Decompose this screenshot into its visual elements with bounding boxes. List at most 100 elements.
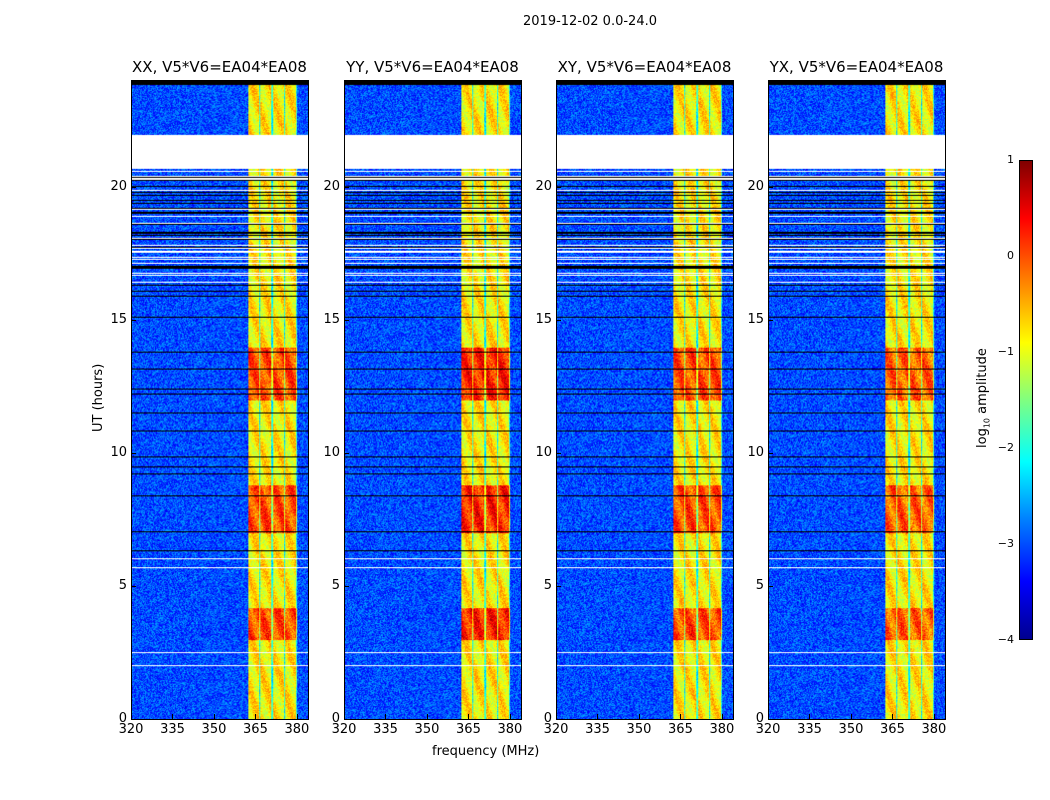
x-tick-label: 320: [543, 722, 569, 737]
colorbar-tick-label: 1: [1007, 153, 1014, 166]
y-tick-mark: [131, 585, 136, 587]
y-tick-mark: [344, 452, 349, 454]
y-tick-label: 10: [110, 444, 127, 460]
y-tick-label: 20: [110, 178, 127, 194]
x-tick-label: 350: [201, 722, 227, 737]
x-tick-mark: [426, 714, 428, 719]
x-tick-mark: [850, 714, 852, 719]
colorbar-tick-label: −4: [997, 633, 1014, 646]
x-tick-label: 365: [668, 722, 693, 737]
x-tick-mark: [344, 714, 345, 719]
colorbar-gradient: [1020, 161, 1032, 639]
y-tick-label: 15: [323, 311, 340, 327]
y-tick-label: 15: [747, 311, 764, 327]
heatmap-panel: [556, 80, 734, 720]
heatmap-panel: [768, 80, 946, 720]
y-tick-label: 0: [331, 711, 340, 726]
y-tick-label: 10: [323, 444, 340, 460]
figure-title: 2019-12-02 0.0-24.0: [523, 14, 657, 29]
y-tick-label: 5: [118, 577, 127, 593]
x-tick-label: 335: [373, 722, 398, 737]
y-tick-label: 5: [755, 577, 764, 593]
x-tick-label: 380: [284, 722, 310, 737]
x-tick-mark: [638, 714, 640, 719]
panel-title: YX, V5*V6=EA04*EA08: [769, 58, 944, 76]
panel-title: XX, V5*V6=EA04*EA08: [132, 58, 307, 76]
y-tick-mark: [556, 186, 561, 188]
y-tick-label: 0: [755, 711, 764, 726]
x-tick-mark: [509, 714, 511, 719]
y-tick-label: 20: [323, 178, 340, 194]
x-tick-label: 380: [497, 722, 523, 737]
colorbar-label: log10 amplitude: [975, 348, 992, 448]
x-tick-label: 365: [880, 722, 905, 737]
x-tick-label: 350: [838, 722, 864, 737]
y-tick-label: 0: [118, 711, 127, 726]
y-tick-mark: [556, 719, 561, 720]
x-tick-mark: [468, 714, 470, 719]
y-tick-mark: [131, 719, 136, 720]
x-tick-label: 335: [797, 722, 822, 737]
x-tick-label: 365: [456, 722, 481, 737]
x-tick-mark: [385, 714, 387, 719]
x-tick-mark: [296, 714, 298, 719]
x-tick-mark: [213, 714, 215, 719]
y-tick-label: 10: [747, 444, 764, 460]
heatmap-image: [345, 81, 521, 719]
x-tick-mark: [131, 714, 132, 719]
y-tick-mark: [768, 319, 773, 321]
heatmap-panel: [344, 80, 522, 720]
y-tick-label: 0: [543, 711, 552, 726]
y-tick-mark: [131, 186, 136, 188]
colorbar-tick-label: 0: [1007, 249, 1014, 262]
x-tick-label: 350: [626, 722, 652, 737]
colorbar-tick-label: −1: [997, 345, 1014, 358]
panel-title: XY, V5*V6=EA04*EA08: [557, 58, 732, 76]
x-tick-mark: [809, 714, 811, 719]
y-tick-mark: [131, 452, 136, 454]
heatmap-image: [557, 81, 733, 719]
x-axis-label: frequency (MHz): [432, 744, 540, 759]
colorbar: [1019, 160, 1033, 640]
x-tick-mark: [721, 714, 723, 719]
y-tick-label: 5: [331, 577, 340, 593]
y-tick-label: 15: [535, 311, 552, 327]
y-tick-label: 10: [535, 444, 552, 460]
x-tick-mark: [933, 714, 935, 719]
y-tick-mark: [344, 719, 349, 720]
heatmap-panel: [131, 80, 309, 720]
x-tick-mark: [768, 714, 769, 719]
x-tick-label: 320: [331, 722, 357, 737]
heatmap-image: [769, 81, 945, 719]
y-tick-mark: [131, 319, 136, 321]
y-tick-label: 20: [535, 178, 552, 194]
colorbar-tick-label: −3: [997, 537, 1014, 550]
y-axis-label: UT (hours): [91, 363, 106, 432]
y-tick-label: 15: [110, 311, 127, 327]
panel-title: YY, V5*V6=EA04*EA08: [346, 58, 519, 76]
y-tick-mark: [556, 452, 561, 454]
y-tick-mark: [768, 452, 773, 454]
x-tick-label: 380: [709, 722, 735, 737]
x-tick-label: 335: [585, 722, 610, 737]
x-tick-label: 335: [160, 722, 185, 737]
x-tick-label: 365: [243, 722, 268, 737]
y-tick-mark: [768, 186, 773, 188]
x-tick-mark: [556, 714, 557, 719]
colorbar-tick-label: −2: [997, 441, 1014, 454]
x-tick-label: 320: [755, 722, 781, 737]
x-tick-label: 380: [921, 722, 947, 737]
y-tick-mark: [344, 186, 349, 188]
y-tick-mark: [344, 585, 349, 587]
x-tick-mark: [597, 714, 599, 719]
y-tick-label: 5: [543, 577, 552, 593]
x-tick-mark: [172, 714, 174, 719]
y-tick-mark: [556, 585, 561, 587]
x-tick-mark: [255, 714, 257, 719]
heatmap-image: [132, 81, 308, 719]
y-tick-mark: [768, 719, 773, 720]
x-tick-label: 320: [118, 722, 144, 737]
y-tick-label: 20: [747, 178, 764, 194]
y-tick-mark: [344, 319, 349, 321]
x-tick-mark: [680, 714, 682, 719]
